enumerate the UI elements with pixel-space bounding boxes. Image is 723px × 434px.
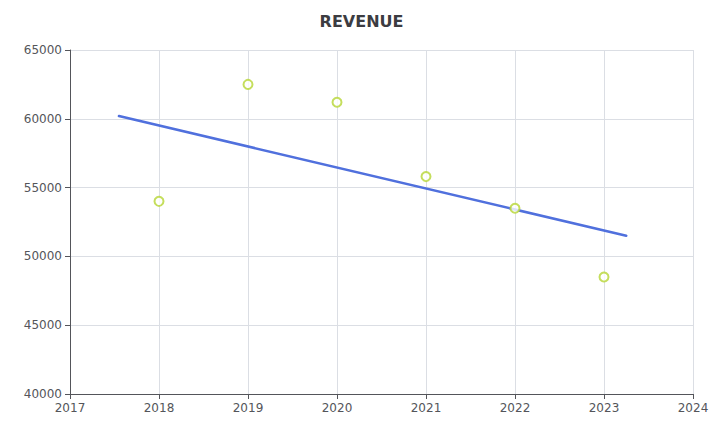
- svg-text:45000: 45000: [24, 318, 62, 332]
- svg-text:55000: 55000: [24, 181, 62, 195]
- svg-text:2022: 2022: [500, 401, 531, 415]
- svg-text:2020: 2020: [322, 401, 353, 415]
- svg-text:50000: 50000: [24, 249, 62, 263]
- svg-text:2018: 2018: [144, 401, 175, 415]
- svg-text:40000: 40000: [24, 387, 62, 401]
- svg-text:2021: 2021: [411, 401, 442, 415]
- svg-text:2019: 2019: [233, 401, 264, 415]
- svg-text:60000: 60000: [24, 112, 62, 126]
- svg-text:2017: 2017: [55, 401, 86, 415]
- svg-text:65000: 65000: [24, 43, 62, 57]
- svg-text:2024: 2024: [678, 401, 709, 415]
- svg-text:2023: 2023: [589, 401, 620, 415]
- svg-text:REVENUE: REVENUE: [320, 12, 404, 31]
